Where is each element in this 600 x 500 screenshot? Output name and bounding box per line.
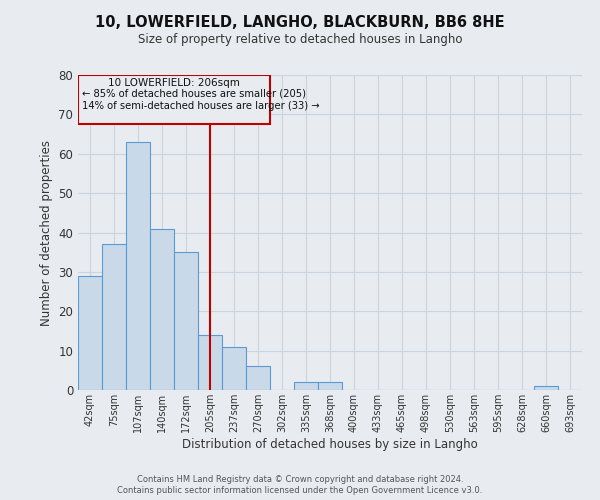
Bar <box>174 252 198 390</box>
Bar <box>318 382 342 390</box>
Bar <box>222 346 246 390</box>
FancyBboxPatch shape <box>79 75 269 124</box>
Text: Contains public sector information licensed under the Open Government Licence v3: Contains public sector information licen… <box>118 486 482 495</box>
Bar <box>294 382 318 390</box>
Bar <box>534 386 558 390</box>
Bar <box>150 228 174 390</box>
Bar <box>246 366 270 390</box>
Bar <box>126 142 150 390</box>
Text: 14% of semi-detached houses are larger (33) →: 14% of semi-detached houses are larger (… <box>82 100 320 110</box>
Bar <box>78 276 102 390</box>
Text: ← 85% of detached houses are smaller (205): ← 85% of detached houses are smaller (20… <box>82 89 306 99</box>
Text: Contains HM Land Registry data © Crown copyright and database right 2024.: Contains HM Land Registry data © Crown c… <box>137 475 463 484</box>
X-axis label: Distribution of detached houses by size in Langho: Distribution of detached houses by size … <box>182 438 478 450</box>
Bar <box>198 335 222 390</box>
Text: 10, LOWERFIELD, LANGHO, BLACKBURN, BB6 8HE: 10, LOWERFIELD, LANGHO, BLACKBURN, BB6 8… <box>95 15 505 30</box>
Bar <box>102 244 126 390</box>
Text: 10 LOWERFIELD: 206sqm: 10 LOWERFIELD: 206sqm <box>108 78 240 88</box>
Y-axis label: Number of detached properties: Number of detached properties <box>40 140 53 326</box>
Text: Size of property relative to detached houses in Langho: Size of property relative to detached ho… <box>138 32 462 46</box>
